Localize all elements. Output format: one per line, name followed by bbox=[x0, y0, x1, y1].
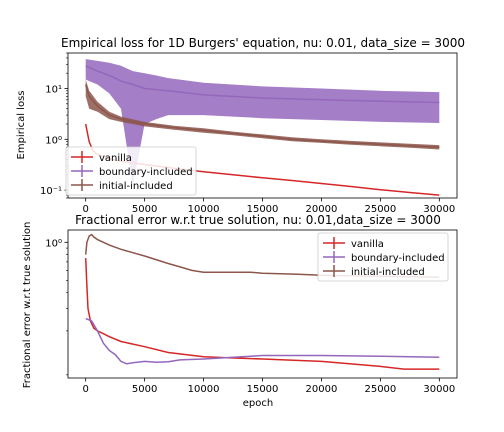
loss-subplot: Empirical loss for 1D Burgers' equation,… bbox=[16, 36, 465, 215]
loss-legend-box bbox=[65, 146, 197, 196]
x-tick-label: 30000 bbox=[423, 204, 455, 215]
error-series-lines bbox=[84, 233, 440, 370]
error-x-axis-label: epoch bbox=[243, 398, 273, 409]
y-tick-label: 10⁻¹ bbox=[40, 186, 62, 197]
x-tick-label: 20000 bbox=[306, 204, 338, 215]
loss-legend-item-boundary: boundary-included bbox=[71, 165, 193, 178]
error-legend: vanilla boundary-included initial-includ… bbox=[317, 232, 449, 282]
error-chart-title: Fractional error w.r.t true solution, nu… bbox=[75, 213, 441, 227]
loss-x-ticks: 0 5000 10000 15000 20000 25000 30000 bbox=[82, 198, 455, 215]
series-line-boundary bbox=[85, 317, 440, 365]
error-legend-label-boundary: boundary-included bbox=[351, 253, 445, 264]
x-tick-label: 30000 bbox=[423, 384, 455, 395]
loss-y-axis-label: Empirical loss bbox=[16, 91, 27, 160]
error-legend-label-vanilla: vanilla bbox=[351, 239, 384, 250]
loss-legend-item-initial: initial-included bbox=[71, 179, 173, 192]
loss-legend: vanilla boundary-included initial-includ… bbox=[65, 146, 197, 196]
x-tick-label: 25000 bbox=[364, 384, 396, 395]
y-tick-label: 10¹ bbox=[45, 85, 62, 96]
error-y-axis-label: Fractional error w.r.t true solution bbox=[22, 222, 33, 389]
error-x-ticks: 0 5000 10000 15000 20000 25000 30000 bbox=[82, 378, 455, 395]
series-line-initial bbox=[84, 84, 440, 148]
x-tick-label: 0 bbox=[82, 384, 88, 395]
x-tick-label: 10000 bbox=[188, 384, 220, 395]
error-legend-item-initial: initial-included bbox=[323, 265, 425, 278]
error-plot-frame bbox=[67, 229, 458, 379]
series-line-vanilla bbox=[84, 258, 440, 370]
y-tick-label: 10⁰ bbox=[45, 135, 62, 146]
x-tick-label: 15000 bbox=[247, 204, 279, 215]
x-tick-label: 20000 bbox=[306, 384, 338, 395]
x-tick-label: 15000 bbox=[247, 384, 279, 395]
series-line-initial bbox=[84, 233, 440, 278]
loss-chart-title: Empirical loss for 1D Burgers' equation,… bbox=[61, 36, 465, 50]
loss-legend-item-vanilla: vanilla bbox=[71, 151, 132, 164]
x-tick-label: 25000 bbox=[364, 204, 396, 215]
loss-legend-label-initial: initial-included bbox=[99, 181, 173, 192]
error-legend-label-initial: initial-included bbox=[351, 267, 425, 278]
loss-legend-label-vanilla: vanilla bbox=[99, 153, 132, 164]
error-legend-item-boundary: boundary-included bbox=[323, 251, 445, 264]
y-tick-label: 10⁰ bbox=[45, 238, 62, 249]
x-tick-label: 10000 bbox=[188, 204, 220, 215]
x-tick-label: 5000 bbox=[132, 204, 157, 215]
loss-legend-label-boundary: boundary-included bbox=[99, 167, 193, 178]
x-tick-label: 0 bbox=[82, 204, 88, 215]
error-subplot: Fractional error w.r.t true solution, nu… bbox=[22, 213, 458, 409]
series-line-boundary bbox=[85, 65, 440, 104]
loss-plot-frame bbox=[67, 52, 458, 199]
error-legend-item-vanilla: vanilla bbox=[323, 237, 384, 250]
error-legend-box bbox=[317, 232, 449, 282]
x-tick-label: 5000 bbox=[132, 384, 157, 395]
